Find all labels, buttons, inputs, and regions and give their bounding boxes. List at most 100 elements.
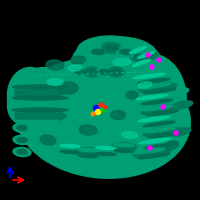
Circle shape: [94, 106, 98, 110]
Ellipse shape: [106, 45, 118, 51]
Ellipse shape: [143, 121, 175, 127]
Ellipse shape: [139, 83, 177, 93]
Ellipse shape: [136, 94, 174, 104]
Ellipse shape: [148, 132, 180, 138]
Circle shape: [104, 106, 106, 108]
Ellipse shape: [72, 67, 88, 77]
Ellipse shape: [138, 58, 186, 132]
Circle shape: [91, 112, 95, 116]
Ellipse shape: [94, 145, 118, 155]
Ellipse shape: [112, 142, 136, 152]
Ellipse shape: [96, 152, 116, 156]
Ellipse shape: [144, 88, 176, 94]
Ellipse shape: [130, 47, 150, 57]
Ellipse shape: [58, 143, 82, 153]
Circle shape: [150, 65, 154, 69]
Ellipse shape: [165, 141, 179, 149]
Ellipse shape: [130, 51, 150, 63]
Ellipse shape: [113, 58, 131, 66]
Ellipse shape: [133, 73, 171, 83]
Ellipse shape: [133, 148, 165, 154]
Ellipse shape: [17, 125, 27, 131]
Ellipse shape: [134, 54, 146, 60]
Ellipse shape: [141, 105, 179, 115]
Ellipse shape: [78, 154, 98, 158]
Ellipse shape: [78, 36, 142, 64]
FancyArrow shape: [15, 112, 67, 120]
Ellipse shape: [73, 60, 143, 100]
Ellipse shape: [114, 143, 134, 147]
Ellipse shape: [7, 85, 43, 125]
Circle shape: [174, 131, 178, 135]
Ellipse shape: [126, 91, 138, 99]
Ellipse shape: [79, 125, 97, 135]
Ellipse shape: [60, 150, 80, 154]
Ellipse shape: [88, 46, 108, 58]
Ellipse shape: [167, 114, 189, 122]
Ellipse shape: [136, 94, 168, 100]
Ellipse shape: [122, 131, 138, 139]
Circle shape: [96, 110, 101, 114]
Circle shape: [161, 105, 165, 109]
Ellipse shape: [78, 148, 98, 152]
Ellipse shape: [143, 127, 175, 133]
Ellipse shape: [133, 148, 171, 158]
Circle shape: [101, 108, 105, 112]
Ellipse shape: [130, 47, 160, 73]
Ellipse shape: [141, 105, 173, 111]
Ellipse shape: [76, 147, 100, 157]
Ellipse shape: [143, 127, 181, 137]
Ellipse shape: [130, 55, 186, 145]
Ellipse shape: [46, 60, 64, 70]
Ellipse shape: [141, 99, 173, 105]
Ellipse shape: [133, 60, 153, 70]
Ellipse shape: [38, 130, 152, 170]
Ellipse shape: [139, 83, 171, 89]
FancyArrow shape: [15, 77, 70, 86]
Ellipse shape: [60, 144, 80, 148]
FancyArrow shape: [15, 88, 65, 98]
Ellipse shape: [87, 70, 97, 74]
Ellipse shape: [110, 110, 126, 119]
Circle shape: [99, 103, 103, 107]
Ellipse shape: [133, 73, 165, 79]
Ellipse shape: [108, 67, 124, 77]
Ellipse shape: [17, 137, 27, 143]
Ellipse shape: [167, 88, 189, 96]
Ellipse shape: [138, 82, 152, 88]
FancyArrow shape: [15, 99, 63, 108]
Circle shape: [146, 53, 150, 57]
Ellipse shape: [75, 70, 85, 74]
Ellipse shape: [12, 85, 68, 89]
Ellipse shape: [40, 135, 56, 145]
Ellipse shape: [96, 67, 112, 77]
Ellipse shape: [71, 56, 85, 64]
Ellipse shape: [138, 116, 176, 126]
Ellipse shape: [130, 47, 146, 53]
Ellipse shape: [47, 78, 63, 86]
Ellipse shape: [146, 110, 178, 116]
Ellipse shape: [120, 49, 132, 55]
Ellipse shape: [55, 65, 145, 125]
Ellipse shape: [114, 149, 134, 153]
Ellipse shape: [68, 65, 82, 71]
Ellipse shape: [58, 82, 78, 94]
Ellipse shape: [144, 143, 176, 149]
Ellipse shape: [171, 101, 193, 109]
Ellipse shape: [16, 58, 190, 178]
Ellipse shape: [139, 138, 171, 144]
Ellipse shape: [138, 52, 158, 62]
Ellipse shape: [17, 149, 27, 155]
Ellipse shape: [138, 153, 170, 159]
Ellipse shape: [13, 147, 31, 157]
Ellipse shape: [73, 37, 157, 79]
Ellipse shape: [133, 60, 149, 66]
Ellipse shape: [13, 123, 31, 133]
Ellipse shape: [102, 42, 122, 54]
Ellipse shape: [12, 108, 68, 112]
Circle shape: [157, 58, 161, 62]
Ellipse shape: [169, 128, 191, 136]
Ellipse shape: [96, 146, 116, 150]
Ellipse shape: [8, 68, 52, 122]
Ellipse shape: [111, 70, 121, 74]
